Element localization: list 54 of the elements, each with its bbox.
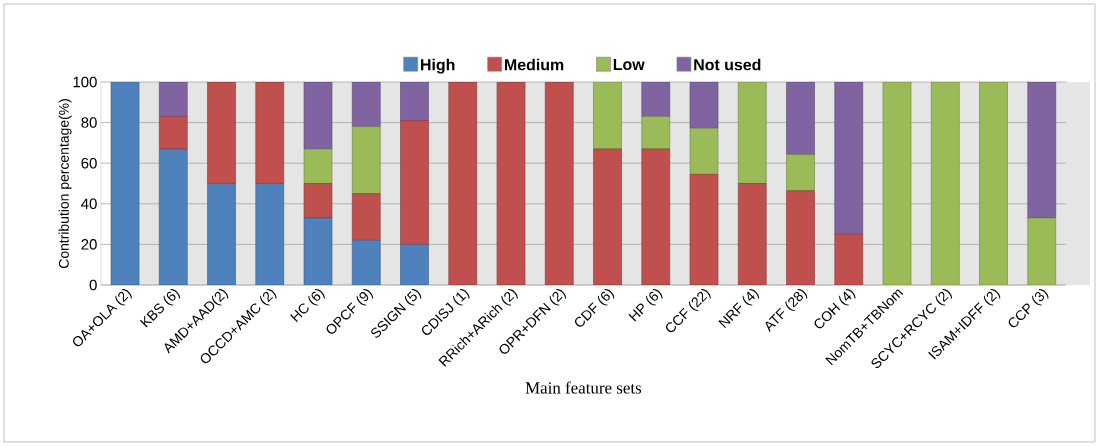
bar: [400, 244, 429, 285]
bar: [303, 217, 333, 285]
bar: [158, 148, 188, 285]
legend-label: Not used: [694, 58, 761, 71]
y-tick-label: 80: [81, 117, 97, 128]
bar: [158, 81, 188, 117]
y-tick-label: 60: [81, 157, 97, 169]
bar: [641, 81, 671, 117]
bar: [255, 183, 285, 285]
bar: [158, 116, 188, 150]
bar: [1027, 217, 1057, 285]
bar: [737, 81, 767, 184]
y-tick-label: 40: [81, 198, 97, 210]
x-axis-title: Main feature sets: [525, 381, 642, 394]
bar: [351, 240, 381, 285]
bar: [351, 126, 381, 194]
bar: [641, 148, 671, 285]
bar: [641, 116, 671, 150]
bar: [689, 174, 719, 285]
bar: [834, 233, 864, 285]
bar: [593, 148, 622, 285]
y-tick-label: 100: [73, 76, 97, 88]
bar: [544, 81, 574, 285]
bar: [689, 81, 719, 129]
legend-label: Medium: [505, 58, 564, 71]
y-tick-label: 0: [89, 279, 97, 291]
bar: [207, 183, 236, 285]
bar: [834, 81, 864, 235]
bar: [593, 81, 622, 150]
bar: [786, 154, 815, 192]
bar: [448, 81, 478, 285]
bar: [255, 81, 285, 184]
bar: [882, 81, 912, 285]
y-axis-title: Contribution percentage(%): [58, 99, 72, 269]
bar: [1027, 81, 1057, 219]
bar: [496, 81, 526, 285]
bar: [930, 81, 960, 285]
bar: [351, 81, 381, 127]
bar: [737, 183, 767, 285]
bar: [110, 81, 140, 285]
bar: [400, 120, 429, 245]
bar: [786, 190, 815, 285]
x-tick-label: HC (6): [290, 289, 325, 323]
bar: [786, 81, 815, 155]
y-tick-label: 20: [81, 239, 97, 250]
bar: [400, 81, 429, 121]
bar: [351, 193, 381, 241]
legend-label: Low: [613, 58, 645, 71]
bar: [207, 81, 236, 184]
x-tick-label: HP (6): [628, 289, 663, 322]
bar: [979, 81, 1008, 285]
bar: [689, 127, 719, 175]
legend-label: High: [421, 58, 455, 74]
bar: [303, 81, 333, 150]
